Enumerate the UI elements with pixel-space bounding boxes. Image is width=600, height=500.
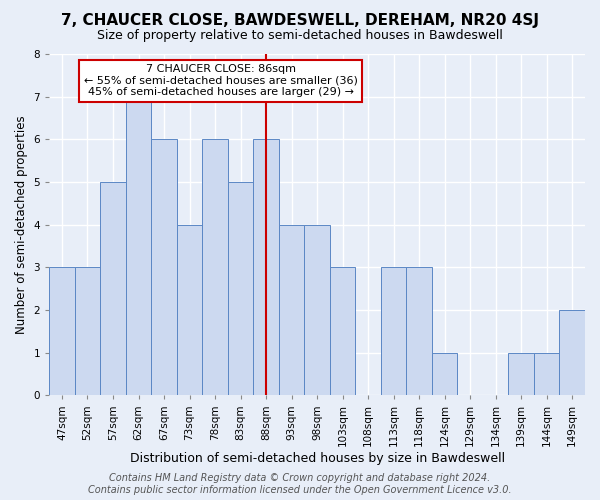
Bar	[49, 268, 75, 396]
Bar	[177, 224, 202, 396]
Bar	[508, 352, 534, 396]
Text: Size of property relative to semi-detached houses in Bawdeswell: Size of property relative to semi-detach…	[97, 29, 503, 42]
Bar	[330, 268, 355, 396]
Bar	[559, 310, 585, 396]
Bar	[126, 96, 151, 396]
Bar	[432, 352, 457, 396]
X-axis label: Distribution of semi-detached houses by size in Bawdeswell: Distribution of semi-detached houses by …	[130, 452, 505, 465]
Bar	[100, 182, 126, 396]
Bar	[75, 268, 100, 396]
Bar	[534, 352, 559, 396]
Bar	[406, 268, 432, 396]
Y-axis label: Number of semi-detached properties: Number of semi-detached properties	[15, 116, 28, 334]
Bar	[279, 224, 304, 396]
Text: Contains HM Land Registry data © Crown copyright and database right 2024.
Contai: Contains HM Land Registry data © Crown c…	[88, 474, 512, 495]
Bar	[228, 182, 253, 396]
Text: 7 CHAUCER CLOSE: 86sqm
← 55% of semi-detached houses are smaller (36)
45% of sem: 7 CHAUCER CLOSE: 86sqm ← 55% of semi-det…	[84, 64, 358, 98]
Bar	[202, 140, 228, 396]
Bar	[381, 268, 406, 396]
Bar	[151, 140, 177, 396]
Text: 7, CHAUCER CLOSE, BAWDESWELL, DEREHAM, NR20 4SJ: 7, CHAUCER CLOSE, BAWDESWELL, DEREHAM, N…	[61, 12, 539, 28]
Bar	[304, 224, 330, 396]
Bar	[253, 140, 279, 396]
